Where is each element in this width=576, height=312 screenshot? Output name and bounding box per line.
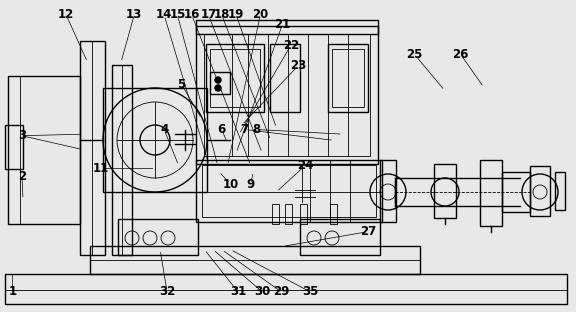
Text: 16: 16 [184, 8, 200, 22]
Text: 32: 32 [159, 285, 175, 298]
Bar [272, 204, 279, 224]
Text: 10: 10 [222, 178, 238, 191]
Bar [530, 166, 550, 216]
Text: 24: 24 [297, 159, 313, 172]
Text: 11: 11 [93, 162, 109, 175]
Text: 26: 26 [453, 48, 469, 61]
Bar [332, 49, 364, 107]
Bar [103, 88, 207, 192]
Text: 19: 19 [228, 8, 244, 22]
Bar [8, 76, 80, 224]
Bar [202, 165, 376, 217]
Text: 12: 12 [58, 8, 74, 22]
Text: 21: 21 [274, 18, 290, 32]
Text: 17: 17 [200, 8, 217, 22]
Bar [5, 125, 23, 169]
Bar [204, 34, 370, 156]
Text: 35: 35 [302, 285, 318, 298]
Text: 4: 4 [160, 123, 168, 136]
Bar [480, 160, 502, 226]
Text: 29: 29 [273, 285, 289, 298]
Circle shape [215, 77, 221, 83]
Text: 18: 18 [214, 8, 230, 22]
Text: 9: 9 [247, 178, 255, 191]
Bar [330, 204, 337, 224]
Text: 13: 13 [126, 8, 142, 22]
Bar [118, 219, 198, 255]
Bar [112, 65, 132, 255]
Text: 6: 6 [218, 123, 226, 136]
Bar [300, 204, 307, 224]
Text: 3: 3 [18, 129, 26, 142]
Bar [555, 172, 565, 210]
Bar [196, 160, 382, 222]
Text: 22: 22 [283, 39, 299, 52]
Bar [196, 26, 378, 164]
Bar [285, 204, 292, 224]
Bar [434, 164, 456, 218]
Text: 7: 7 [241, 123, 249, 136]
Bar [210, 72, 230, 94]
Text: 5: 5 [177, 78, 185, 91]
Text: 25: 25 [407, 48, 423, 61]
Text: 31: 31 [230, 285, 246, 298]
Text: 15: 15 [169, 8, 185, 22]
Bar [80, 41, 105, 255]
Text: 8: 8 [252, 123, 260, 136]
Bar [300, 219, 380, 255]
Bar [90, 246, 420, 274]
Text: 27: 27 [361, 225, 377, 238]
Bar [328, 44, 368, 112]
Bar [5, 274, 567, 304]
Circle shape [215, 85, 221, 91]
Text: 23: 23 [290, 59, 306, 72]
Text: 1: 1 [9, 285, 17, 298]
Bar [206, 44, 264, 112]
Bar [502, 172, 530, 212]
Text: 14: 14 [156, 8, 172, 22]
Text: 30: 30 [254, 285, 270, 298]
Text: 20: 20 [252, 8, 268, 22]
Text: 2: 2 [18, 170, 26, 183]
Bar [270, 44, 300, 112]
Bar [380, 160, 396, 222]
Bar [210, 49, 260, 107]
Bar [196, 20, 378, 34]
